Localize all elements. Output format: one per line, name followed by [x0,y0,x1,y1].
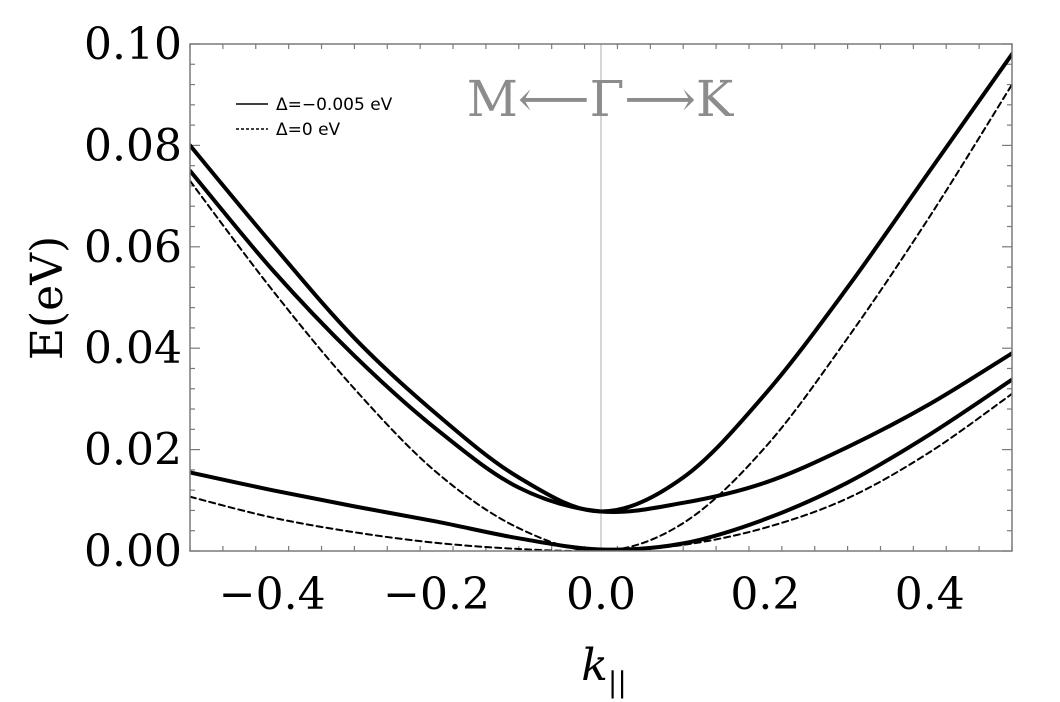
x-axis-label-subscript: || [608,666,627,699]
x-axis-label-main: k [581,640,608,691]
tick-labels-layer: −0.4 −0.2 0.0 0.2 0.4 0.00 0.02 0.04 0.06 0.08 0.1… [84,19,965,620]
solid-band-2 [190,377,1012,551]
legend-solid-label: Δ=−0.005 eV [276,95,393,115]
legend-dashed-label: Δ=0 eV [276,120,341,140]
x-tick-label: −0.4 [219,569,326,620]
x-tick-label: −0.2 [383,569,490,620]
solid-band-1 [190,168,1012,514]
y-tick-label: 0.00 [84,526,182,577]
y-tick-label: 0.06 [84,222,182,273]
x-axis-label: k|| [581,640,627,699]
y-tick-label: 0.08 [84,120,182,171]
legend: Δ=−0.005 eV Δ=0 eV [236,95,393,140]
y-tick-label: 0.10 [84,19,182,70]
direction-annotation: M⟵Γ⟶K [467,70,735,128]
x-tick-label: 0.4 [895,569,965,620]
y-axis-label: E(eV) [22,236,73,360]
plot-frame [189,43,1013,552]
x-tick-label: 0.2 [730,569,800,620]
y-tick-label: 0.04 [84,323,182,374]
y-tick-label: 0.02 [84,425,182,476]
x-tick-label: 0.0 [566,569,636,620]
